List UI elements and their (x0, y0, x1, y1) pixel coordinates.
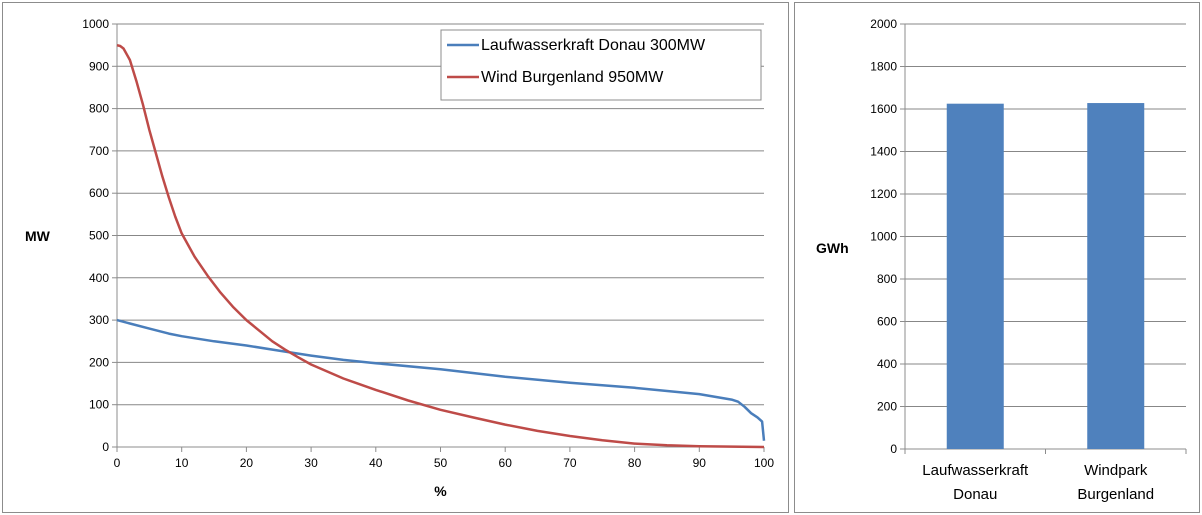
y-tick-label: 900 (89, 59, 109, 73)
duration-curve-chart: 0 100 200 300 400 500 600 700 800 900 1000 0 10 20 30 4… (25, 17, 774, 499)
x-tick-label: 80 (628, 456, 642, 470)
x-tick-label: 0 (114, 456, 121, 470)
y-tick-label: 2000 (870, 17, 897, 31)
x-tick-label: 40 (369, 456, 383, 470)
category-label-2: Windpark Burgenland (1077, 462, 1154, 503)
category-label-line: Laufwasserkraft (922, 462, 1029, 479)
y-tick-label: 100 (89, 398, 109, 412)
x-tick-label: 20 (240, 456, 254, 470)
legend-label-2: Wind Burgenland 950MW (481, 69, 664, 86)
y-tick-label: 0 (890, 442, 897, 456)
x-axis-title: % (434, 483, 447, 499)
category-label-line: Burgenland (1077, 486, 1154, 503)
y-tick-label: 300 (89, 313, 109, 327)
series-line-1 (116, 318, 766, 441)
x-tick-label: 90 (693, 456, 707, 470)
y-tick-label: 1000 (870, 230, 897, 244)
y-tick-label: 600 (89, 186, 109, 200)
y-tick-label: 1600 (870, 102, 897, 116)
x-tick-label: 30 (304, 456, 318, 470)
y-tick-label: 1800 (870, 60, 897, 74)
y-tick-label: 800 (877, 272, 897, 286)
y-tick-label: 200 (89, 355, 109, 369)
y-axis-title: GWh (816, 240, 849, 256)
x-tick-label: 100 (754, 456, 774, 470)
y-axis-title: MW (25, 228, 51, 244)
y-tick-label: 800 (89, 102, 109, 116)
category-label-line: Donau (953, 486, 997, 503)
y-tick-label: 1200 (870, 187, 897, 201)
category-label-line: Windpark (1084, 462, 1148, 479)
bar-1 (946, 103, 1004, 449)
bar-2 (1087, 103, 1145, 450)
x-tick-label: 10 (175, 456, 189, 470)
x-tick-label: 70 (563, 456, 577, 470)
y-tick-label: 400 (89, 271, 109, 285)
energy-bar-chart: 0 200 400 600 800 1000 1200 1400 1600 1800 2000 GWh… (816, 17, 1187, 503)
x-tick-label: 60 (499, 456, 513, 470)
y-tick-label: 1400 (870, 145, 897, 159)
legend-box (440, 29, 762, 101)
y-tick-label: 500 (89, 229, 109, 243)
duration-curve-chart-panel: 0 100 200 300 400 500 600 700 800 900 1000 0 10 20 30 4… (2, 2, 789, 513)
y-tick-label: 700 (89, 144, 109, 158)
series-line-2 (116, 43, 765, 449)
category-label-1: Laufwasserkraft Donau (922, 462, 1029, 503)
y-tick-label: 600 (877, 315, 897, 329)
x-tick-label: 50 (434, 456, 448, 470)
y-tick-label: 200 (877, 400, 897, 414)
legend: Laufwasserkraft Donau 300MW Wind Burgenla… (440, 29, 762, 101)
legend-label-1: Laufwasserkraft Donau 300MW (481, 37, 706, 54)
y-tick-label: 0 (102, 440, 109, 454)
y-tick-label: 1000 (82, 17, 109, 31)
y-tick-label: 400 (877, 357, 897, 371)
energy-bar-chart-panel: 0 200 400 600 800 1000 1200 1400 1600 1800 2000 GWh… (794, 2, 1200, 513)
